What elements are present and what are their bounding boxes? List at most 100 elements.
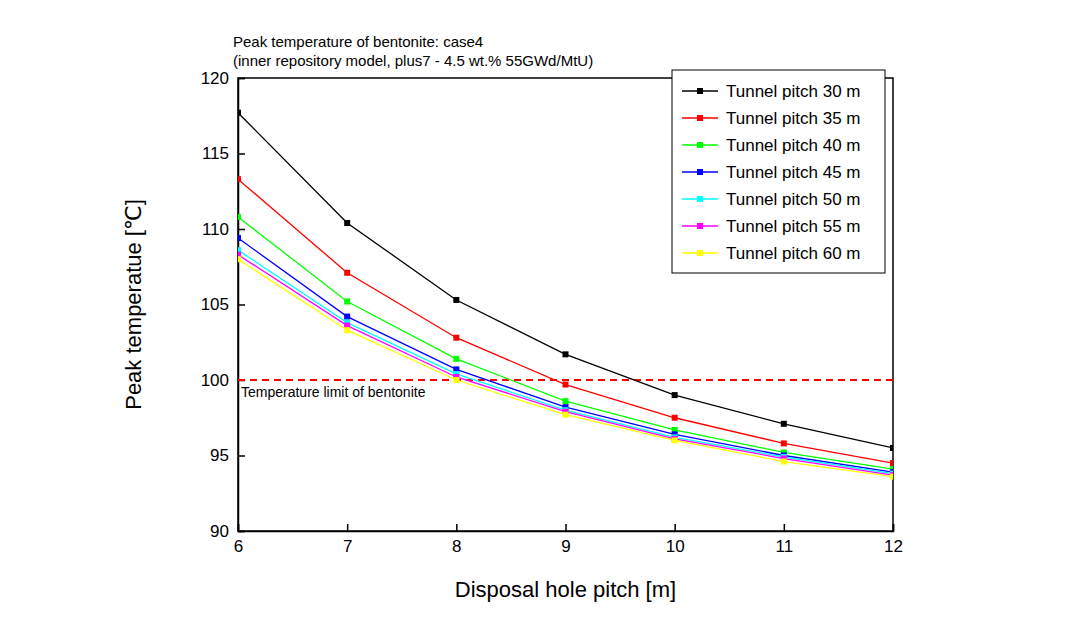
title: Peak temperature of bentonite: case4	[233, 33, 483, 50]
x-axis-line	[239, 524, 894, 532]
legend-marker	[697, 115, 703, 121]
marker	[563, 398, 569, 404]
y-tick-mark	[238, 455, 245, 457]
y-tick-mark	[238, 531, 245, 533]
marker	[453, 377, 459, 383]
y-axis-title: Peak temperatue [℃]	[121, 199, 146, 410]
y-tick: 90	[210, 522, 245, 541]
y-tick-mark	[238, 229, 245, 231]
x-tick-mark	[456, 524, 458, 531]
marker	[344, 270, 350, 276]
series-line	[238, 179, 893, 463]
legend-label: Tunnel pitch 55 m	[726, 217, 861, 236]
y-tick-mark	[238, 153, 245, 155]
x-tick-mark	[674, 524, 676, 531]
marker	[344, 220, 350, 226]
y-tick: 120	[201, 69, 245, 88]
marker	[563, 382, 569, 388]
y-tick-label: 95	[210, 446, 229, 465]
legend-item: Tunnel pitch 55 m	[682, 217, 861, 236]
x-tick: 7	[343, 524, 352, 556]
legend-marker	[697, 196, 703, 202]
limit-line	[238, 379, 893, 381]
series-line	[238, 250, 893, 473]
x-tick-label: 8	[452, 537, 461, 556]
marker	[890, 474, 893, 480]
x-tick-label: 11	[776, 537, 794, 556]
legend-item: Tunnel pitch 45 m	[682, 163, 861, 182]
plot-area	[238, 110, 893, 480]
marker	[890, 460, 893, 466]
series-markers	[238, 252, 893, 478]
series-line	[238, 217, 893, 469]
legend-marker	[697, 142, 703, 148]
x-tick: 12	[884, 524, 903, 556]
chart: Peak temperature of bentonite: case4 (inn…	[0, 0, 1084, 627]
x-tick-label: 6	[234, 537, 243, 556]
marker	[238, 214, 241, 220]
series-markers	[238, 176, 893, 466]
marker	[890, 445, 893, 451]
legend-marker	[697, 223, 703, 229]
y-tick-label: 100	[201, 371, 229, 390]
legend-marker	[697, 88, 703, 94]
marker	[344, 314, 350, 320]
marker	[672, 415, 678, 421]
x-tick: 8	[452, 524, 461, 556]
marker	[344, 298, 350, 304]
y-axis-line	[239, 79, 246, 532]
x-tick-label: 10	[666, 537, 685, 556]
x-tick-label: 7	[343, 537, 352, 556]
marker	[453, 356, 459, 362]
y-tick-label: 120	[201, 69, 229, 88]
legend-label: Tunnel pitch 60 m	[726, 244, 861, 263]
x-tick: 9	[561, 524, 570, 556]
marker	[781, 421, 787, 427]
x-tick-mark	[784, 524, 786, 531]
series-markers	[238, 214, 893, 472]
marker	[781, 459, 787, 465]
legend-marker	[697, 169, 703, 175]
marker	[563, 412, 569, 418]
marker	[344, 327, 350, 333]
legend-label: Tunnel pitch 45 m	[726, 163, 861, 182]
marker	[238, 176, 241, 182]
legend-box	[672, 70, 885, 273]
x-tick: 10	[666, 524, 685, 556]
legend-label: Tunnel pitch 50 m	[726, 190, 861, 209]
legend-label: Tunnel pitch 35 m	[726, 109, 861, 128]
x-tick-label: 12	[884, 537, 903, 556]
x-axis-title: Disposal hole pitch [m]	[455, 577, 676, 602]
marker	[238, 235, 241, 241]
legend-item: Tunnel pitch 40 m	[682, 136, 861, 155]
y-tick-label: 105	[201, 295, 229, 314]
legend-item: Tunnel pitch 50 m	[682, 190, 861, 209]
subtitle: (inner repository model, plus7 - 4.5 wt.…	[233, 52, 593, 69]
legend-marker	[697, 250, 703, 256]
x-tick: 11	[776, 524, 794, 556]
marker	[238, 110, 241, 116]
legend-item: Tunnel pitch 60 m	[682, 244, 861, 263]
y-tick: 105	[201, 295, 245, 314]
series-line	[238, 113, 893, 448]
marker	[563, 351, 569, 357]
y-tick-label: 90	[210, 522, 229, 541]
series-line	[238, 259, 893, 476]
x-tick-label: 9	[561, 537, 570, 556]
marker	[672, 392, 678, 398]
legend-label: Tunnel pitch 30 m	[726, 82, 861, 101]
x-tick-mark	[347, 524, 349, 531]
marker	[238, 256, 241, 262]
series-line	[238, 255, 893, 475]
annotation: Temperature limit of bentonite	[241, 384, 426, 400]
legend: Tunnel pitch 30 m Tunnel pitch 35 m Tunnel…	[672, 70, 885, 273]
x-axis: 6 7 8 9 10 11 12	[234, 524, 903, 556]
legend-item: Tunnel pitch 30 m	[682, 82, 861, 101]
y-tick-label: 110	[202, 220, 229, 239]
x-tick-mark	[565, 524, 567, 531]
y-tick-mark	[238, 78, 245, 80]
series-markers	[238, 247, 893, 476]
y-tick-mark	[238, 304, 245, 306]
y-tick: 115	[202, 144, 245, 163]
series-markers	[238, 256, 893, 479]
